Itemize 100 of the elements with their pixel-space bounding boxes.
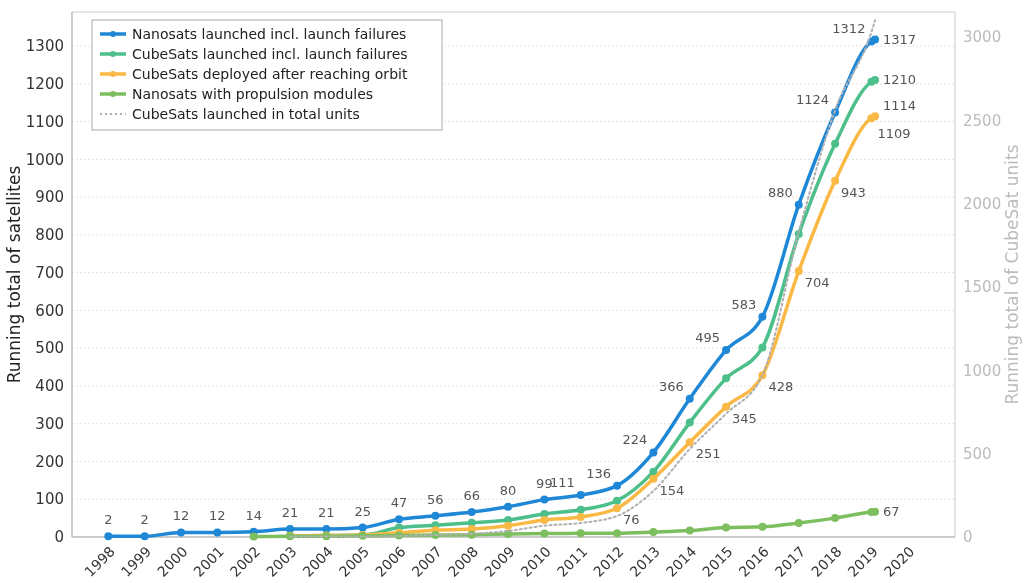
y-axis-title: Running total of satellites — [4, 165, 24, 384]
point — [794, 519, 803, 528]
y-tick-label: 100 — [35, 490, 64, 509]
y2-tick-label: 1000 — [963, 361, 1002, 380]
point — [685, 394, 694, 403]
data-label: 1317 — [883, 31, 917, 47]
legend-label: CubeSats launched in total units — [132, 105, 360, 122]
point — [576, 505, 585, 514]
y2-tick-label: 1500 — [963, 278, 1002, 297]
point — [540, 495, 549, 504]
legend-label: CubeSats launched incl. launch failures — [132, 45, 408, 62]
data-label: 12 — [209, 508, 226, 524]
y-tick-label: 1000 — [25, 150, 64, 169]
point — [649, 528, 658, 537]
legend-label: Nanosats with propulsion modules — [132, 85, 374, 102]
y2-axis-title: Running total of CubeSat units — [1002, 144, 1022, 405]
data-label: 1109 — [877, 126, 911, 142]
point — [613, 529, 622, 538]
data-label: 47 — [390, 495, 408, 511]
data-label: 67 — [883, 503, 900, 519]
point — [395, 515, 404, 524]
data-label: 345 — [732, 410, 757, 426]
point — [540, 516, 549, 524]
point — [758, 312, 767, 321]
data-label: 1312 — [832, 21, 866, 37]
point — [649, 467, 658, 476]
data-label: 224 — [622, 432, 648, 448]
y-tick-label: 900 — [35, 188, 64, 207]
point — [794, 200, 803, 209]
point — [871, 112, 880, 121]
data-label: 154 — [659, 482, 685, 498]
data-label: 56 — [427, 491, 444, 507]
point — [722, 346, 731, 355]
point — [649, 448, 658, 457]
data-label: 880 — [767, 184, 793, 200]
y2-tick-label: 2000 — [963, 194, 1002, 213]
point — [213, 528, 222, 537]
point — [576, 512, 585, 521]
point — [758, 343, 767, 352]
point — [286, 525, 295, 534]
data-label: 366 — [658, 378, 684, 394]
point — [504, 521, 513, 530]
y-tick-label: 1100 — [25, 112, 64, 131]
data-label: 1114 — [883, 98, 917, 114]
y-tick-label: 600 — [35, 301, 64, 320]
y-tick-label: 500 — [35, 339, 64, 358]
point — [871, 507, 880, 516]
point — [540, 529, 549, 538]
data-label: 76 — [623, 512, 640, 528]
data-label: 66 — [463, 488, 480, 504]
y-tick-label: 0 — [54, 528, 64, 547]
point — [649, 474, 658, 483]
point — [613, 504, 622, 513]
point — [177, 528, 186, 537]
point — [613, 496, 622, 505]
y-tick-label: 700 — [35, 263, 64, 282]
point — [613, 481, 622, 490]
point — [758, 522, 767, 531]
point — [431, 511, 440, 520]
point — [104, 532, 113, 541]
legend-label: CubeSats deployed after reaching orbit — [132, 65, 408, 82]
data-label: 21 — [318, 505, 335, 521]
y-tick-label: 800 — [35, 226, 64, 245]
data-label: 2 — [104, 512, 113, 528]
point — [576, 491, 585, 500]
y-tick-label: 1300 — [25, 37, 64, 56]
point — [794, 267, 803, 276]
point — [322, 525, 331, 534]
data-label: 136 — [586, 465, 612, 481]
y-tick-label: 200 — [35, 452, 64, 471]
data-label: 21 — [281, 505, 299, 521]
data-label: 495 — [695, 330, 721, 346]
point — [685, 526, 694, 535]
y-tick-label: 400 — [35, 377, 64, 396]
data-label: 704 — [804, 275, 830, 291]
y-tick-label: 300 — [35, 414, 64, 433]
point — [831, 139, 840, 148]
data-label: 1124 — [795, 92, 830, 108]
data-label: 25 — [354, 503, 371, 519]
point — [685, 438, 694, 447]
point — [871, 35, 880, 44]
point — [467, 508, 476, 517]
legend-label: Nanosats launched incl. launch failures — [132, 25, 407, 42]
data-label: 80 — [499, 482, 517, 498]
point — [504, 502, 513, 511]
point — [831, 176, 840, 185]
data-label: 2 — [140, 512, 149, 528]
point — [358, 523, 367, 532]
data-label: 428 — [768, 379, 794, 395]
data-label: 583 — [731, 296, 757, 312]
point — [685, 418, 694, 427]
point — [722, 523, 731, 532]
data-label: 943 — [841, 184, 866, 200]
y2-tick-label: 500 — [963, 444, 992, 463]
point — [249, 532, 258, 541]
point — [140, 532, 149, 541]
data-label: 251 — [695, 446, 721, 462]
data-label: 1210 — [883, 71, 917, 87]
y-tick-label: 1200 — [25, 75, 64, 94]
point — [722, 402, 731, 411]
